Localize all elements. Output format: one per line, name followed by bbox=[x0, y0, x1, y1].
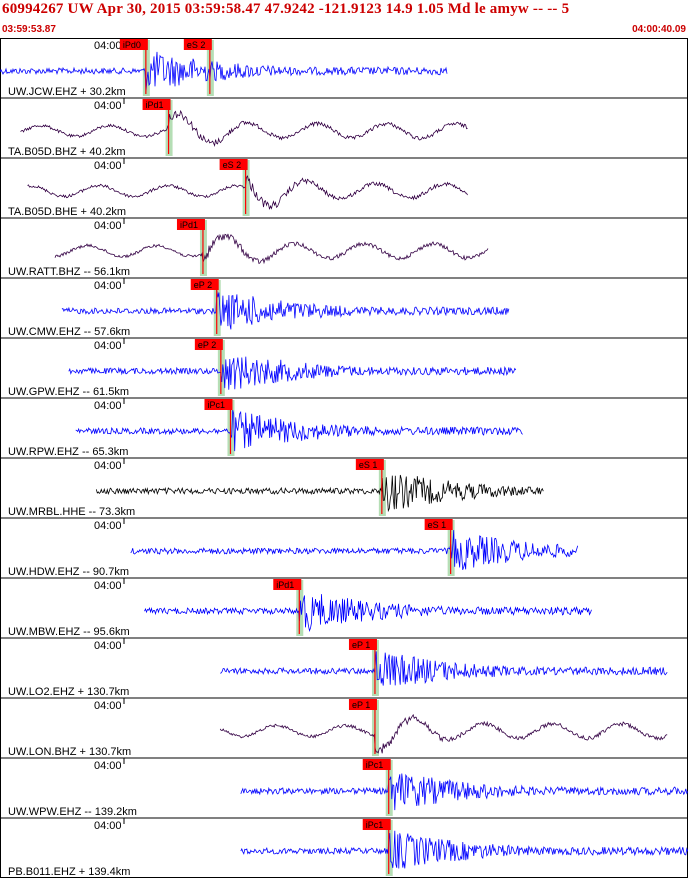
pick-label: iPc1 bbox=[207, 400, 225, 410]
pick-box bbox=[355, 459, 384, 470]
pick-box bbox=[273, 579, 302, 590]
waveform-trace bbox=[144, 594, 592, 632]
station-label: UW.HDW.EHZ -- 90.7km bbox=[8, 566, 129, 578]
waveform-trace bbox=[0, 51, 448, 92]
pick-label: eP 1 bbox=[352, 700, 370, 710]
time-tick-label: 04:00 bbox=[94, 580, 122, 592]
time-tick-label: 04:00 bbox=[94, 160, 122, 172]
time-tick-label: 04:00 bbox=[94, 700, 122, 712]
waveform-trace bbox=[219, 713, 668, 754]
time-tick-label: 04:00 bbox=[94, 280, 122, 292]
station-label: UW.CMW.EHZ -- 57.6km bbox=[8, 326, 130, 338]
pick-box bbox=[190, 279, 219, 290]
time-tick-label: 04:00 bbox=[94, 400, 122, 412]
time-tick-label: 04:00 bbox=[94, 340, 122, 352]
waveform-trace bbox=[240, 830, 688, 869]
station-label: UW.RPW.EHZ -- 65.3km bbox=[8, 446, 128, 458]
pick-label: iPd0 bbox=[123, 40, 141, 50]
waveform-trace bbox=[220, 651, 668, 686]
station-label: UW.MRBL.HHE -- 73.3km bbox=[8, 506, 135, 518]
pick-box bbox=[348, 639, 377, 650]
pick-label: eS 2 bbox=[187, 40, 206, 50]
waveform-trace bbox=[68, 356, 517, 390]
pick-box bbox=[176, 219, 205, 230]
pick-label: eS 1 bbox=[428, 520, 447, 530]
station-label: TA.B05D.BHZ + 40.2km bbox=[8, 146, 125, 158]
pick-label: eP 2 bbox=[198, 340, 216, 350]
pick-label: eS 1 bbox=[359, 460, 378, 470]
station-label: UW.GPW.EHZ -- 61.5km bbox=[8, 386, 129, 398]
waveform-trace bbox=[130, 530, 579, 570]
station-label: PB.B011.EHZ + 139.4km bbox=[8, 866, 130, 878]
pick-label: iPd1 bbox=[146, 100, 164, 110]
station-label: UW.RATT.BHZ -- 56.1km bbox=[8, 266, 130, 278]
end-time: 04:00:40.09 bbox=[632, 24, 686, 35]
time-tick-label: 04:00 bbox=[94, 40, 122, 52]
waveform-trace bbox=[240, 773, 688, 811]
pick-label: iPc1 bbox=[366, 760, 384, 770]
pick-box bbox=[142, 99, 171, 110]
station-label: UW.MBW.EHZ -- 95.6km bbox=[8, 626, 130, 638]
waveform-trace bbox=[27, 175, 468, 210]
waveform-trace bbox=[54, 233, 489, 265]
time-tick-label: 04:00 bbox=[94, 100, 122, 112]
pick-box bbox=[348, 699, 377, 710]
start-time: 03:59:53.87 bbox=[2, 24, 56, 35]
station-label: UW.LO2.EHZ + 130.7km bbox=[8, 686, 129, 698]
pick-box bbox=[204, 399, 233, 410]
station-label: UW.WPW.EHZ -- 139.2km bbox=[8, 806, 137, 818]
pick-label: iPd1 bbox=[180, 220, 198, 230]
pick-box bbox=[194, 339, 223, 350]
time-tick-label: 04:00 bbox=[94, 460, 122, 472]
waveform-trace bbox=[61, 290, 510, 330]
waveform-trace bbox=[75, 410, 523, 452]
station-label: UW.LON.BHZ + 130.7km bbox=[8, 746, 131, 758]
waveform-trace bbox=[95, 474, 544, 513]
pick-box bbox=[362, 819, 391, 830]
pick-box bbox=[424, 519, 453, 530]
pick-label: eP 2 bbox=[194, 280, 212, 290]
waveform-trace bbox=[20, 109, 468, 148]
pick-label: eS 2 bbox=[223, 160, 242, 170]
time-tick-label: 04:00 bbox=[94, 760, 122, 772]
pick-box bbox=[183, 39, 212, 50]
time-tick-label: 04:00 bbox=[94, 640, 122, 652]
station-label: UW.JCW.EHZ + 30.2km bbox=[8, 86, 126, 98]
pick-box bbox=[119, 39, 148, 50]
pick-label: iPc1 bbox=[366, 820, 384, 830]
event-title: 60994267 UW Apr 30, 2015 03:59:58.47 47.… bbox=[2, 1, 570, 17]
time-tick-label: 04:00 bbox=[94, 220, 122, 232]
pick-label: iPd1 bbox=[276, 580, 294, 590]
time-tick-label: 04:00 bbox=[94, 820, 122, 832]
station-label: TA.B05D.BHE + 40.2km bbox=[8, 206, 126, 218]
pick-label: eP 1 bbox=[352, 640, 370, 650]
time-tick-label: 04:00 bbox=[94, 520, 122, 532]
pick-box bbox=[362, 759, 391, 770]
pick-box bbox=[219, 159, 248, 170]
